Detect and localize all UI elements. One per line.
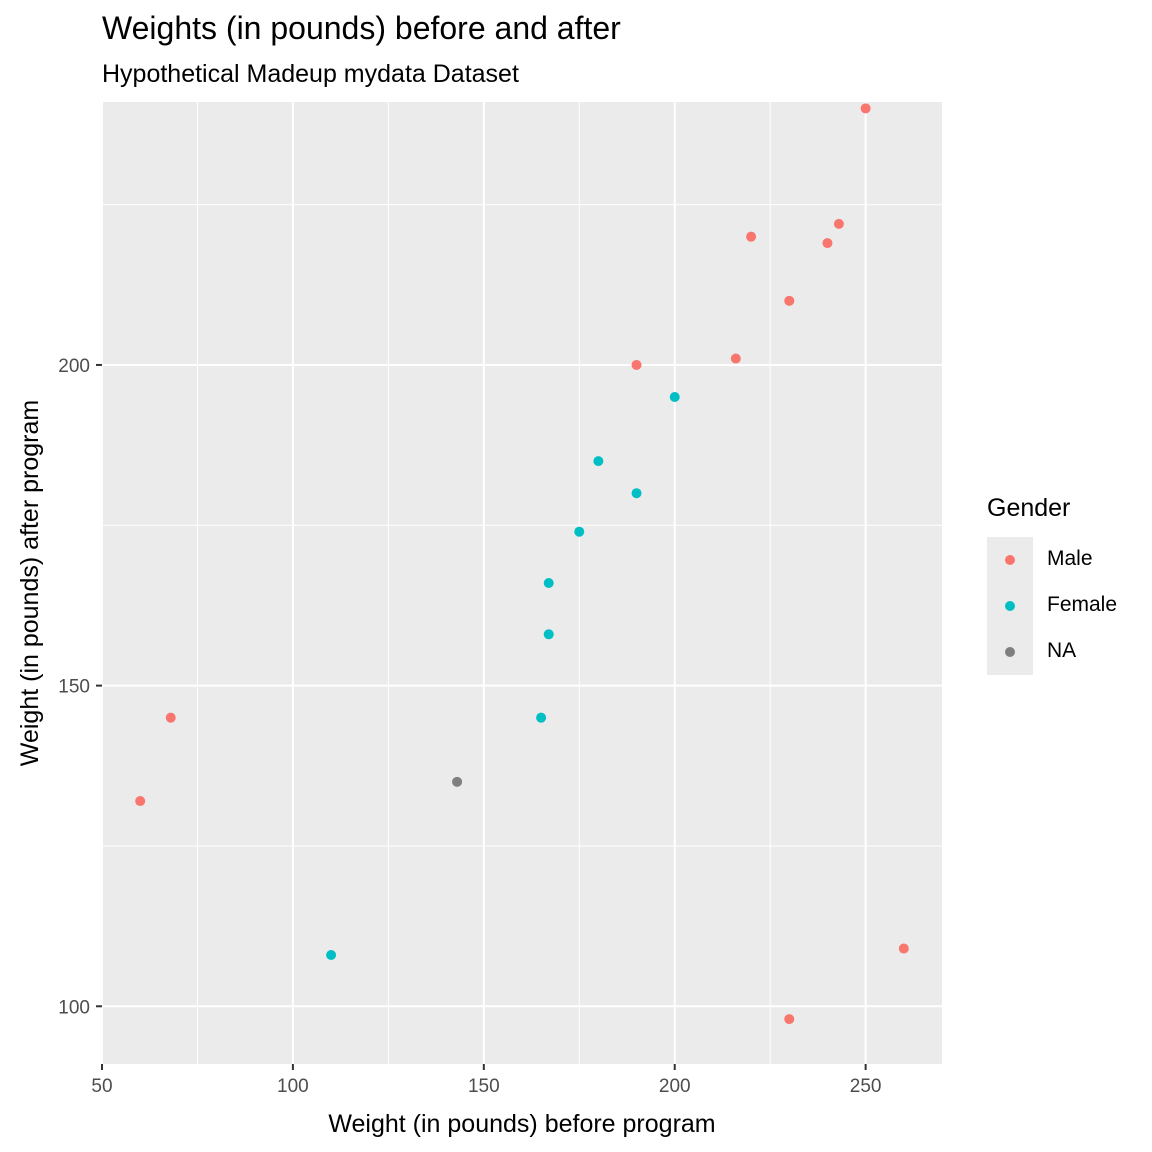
legend-key-female <box>1005 601 1015 611</box>
data-point-female <box>543 578 554 588</box>
data-point-male <box>746 231 757 242</box>
y-tick-label: 200 <box>58 356 90 377</box>
data-point-male <box>135 796 146 807</box>
data-point-male <box>631 359 642 370</box>
legend-item-female: Female <box>987 583 1147 629</box>
data-point-male <box>833 218 844 229</box>
x-tick-label: 200 <box>659 1076 691 1097</box>
legend-label-female: Female <box>1047 593 1118 616</box>
data-point-female <box>669 392 680 403</box>
x-tick-label: 50 <box>91 1076 112 1097</box>
data-point-female <box>593 456 604 467</box>
y-axis-title: Weight (in pounds) after program <box>16 400 44 766</box>
data-point-na <box>452 776 463 787</box>
data-point-female <box>326 949 337 960</box>
legend-key-male <box>1005 555 1015 565</box>
data-point-male <box>822 238 833 249</box>
legend-item-na: NA <box>987 629 1147 675</box>
y-tick-label: 150 <box>58 677 90 698</box>
data-point-male <box>730 353 741 364</box>
plot-panel <box>102 102 942 1064</box>
x-axis-title: Weight (in pounds) before program <box>328 1110 715 1138</box>
data-point-female <box>536 712 547 723</box>
legend-label-male: Male <box>1047 547 1093 570</box>
data-point-male <box>165 712 176 723</box>
chart-subtitle: Hypothetical Madeup mydata Dataset <box>102 60 519 88</box>
y-tick-label: 100 <box>58 997 90 1018</box>
chart-title: Weights (in pounds) before and after <box>102 10 621 46</box>
legend-label-na: NA <box>1047 639 1077 662</box>
legend-key-na <box>1005 647 1015 657</box>
legend-item-male: Male <box>987 537 1147 583</box>
x-tick-label: 100 <box>277 1076 309 1097</box>
legend-title: Gender <box>987 494 1071 522</box>
legend: Gender Male Female NA <box>987 494 1117 675</box>
data-point-female <box>543 629 554 640</box>
data-point-male <box>860 103 871 114</box>
data-point-male <box>898 943 909 954</box>
data-point-male <box>784 295 795 306</box>
data-point-female <box>574 526 585 537</box>
data-point-male <box>784 1014 795 1025</box>
x-tick-label: 250 <box>850 1076 882 1097</box>
data-point-female <box>631 488 642 499</box>
x-tick-label: 150 <box>468 1076 500 1097</box>
